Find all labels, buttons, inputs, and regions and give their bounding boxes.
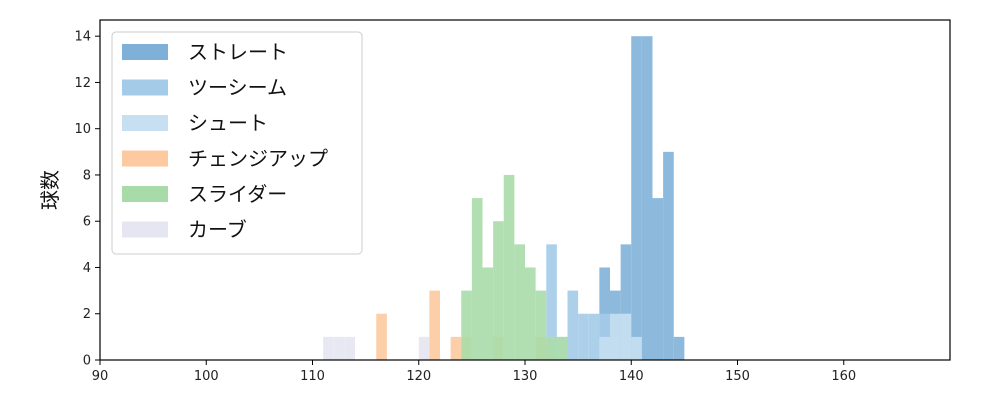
x-tick-label: 100 [194, 369, 219, 384]
legend-label: シュート [188, 111, 268, 135]
bar-3-5 [610, 313, 621, 360]
bar-4-1 [376, 313, 387, 360]
legend-swatch [122, 79, 168, 96]
y-tick-label: 2 [83, 307, 91, 322]
legend-swatch [122, 115, 168, 131]
legend-label: スライダー [188, 182, 287, 206]
y-tick-label: 8 [83, 168, 91, 183]
bar-1-7 [663, 151, 674, 360]
legend-swatch [122, 44, 168, 60]
bar-6-2 [333, 336, 345, 360]
x-tick-label: 150 [725, 369, 750, 384]
bar-1-4 [631, 36, 642, 360]
bars-layer [323, 36, 685, 360]
x-axis: 90 100 110 120 130 140 150 160 [92, 360, 856, 384]
x-tick-label: 90 [92, 369, 109, 384]
bar-6-3 [344, 336, 355, 360]
legend-label: ストレート [188, 40, 288, 64]
legend-label: チェンジアップ [188, 147, 328, 171]
y-tick-label: 10 [74, 122, 91, 137]
legend-box [111, 31, 363, 255]
bar-2-1 [546, 244, 557, 360]
bar-5-10 [556, 336, 568, 360]
y-tick-label: 4 [83, 261, 91, 276]
y-tick-label: 12 [74, 76, 91, 91]
y-axis-label: 球数 [38, 170, 62, 210]
bar-3-4 [599, 336, 610, 360]
y-axis: 0 2 4 6 8 10 12 14 [74, 30, 100, 369]
bar-5-4 [493, 221, 504, 360]
bar-5-2 [471, 198, 483, 360]
bar-2-4 [588, 313, 600, 360]
legend-swatch [122, 186, 168, 202]
bar-1-8 [673, 336, 685, 360]
bar-4-3 [450, 336, 462, 360]
bar-4-2 [429, 290, 440, 360]
bar-6-1 [323, 336, 334, 360]
bar-1-3 [620, 244, 632, 360]
legend-swatch [122, 150, 168, 167]
bar-2-2 [567, 290, 579, 360]
bar-5-3 [482, 267, 494, 360]
bar-3-6 [620, 313, 632, 360]
bar-1-6 [652, 198, 664, 360]
bar-5-1 [461, 290, 472, 360]
legend-label: ツーシーム [188, 76, 287, 100]
x-tick-label: 130 [513, 369, 538, 384]
x-tick-label: 120 [406, 369, 431, 384]
bar-2-5 [599, 313, 610, 360]
bar-5-8 [535, 290, 547, 360]
bar-1-5 [641, 36, 653, 360]
bar-5-7 [525, 267, 536, 360]
bar-2-3 [578, 313, 589, 360]
x-tick-label: 110 [300, 369, 325, 384]
legend-swatch [122, 221, 168, 238]
bar-3-7 [631, 336, 642, 360]
bar-5-9 [546, 336, 557, 360]
x-tick-label: 140 [619, 369, 644, 384]
bar-5-6 [514, 244, 525, 360]
legend-label: カーブ [188, 218, 247, 242]
y-tick-label: 0 [83, 354, 91, 369]
x-tick-label: 160 [831, 369, 856, 384]
bar-5-5 [503, 174, 515, 360]
bar-6-4 [418, 336, 430, 360]
y-tick-label: 6 [83, 215, 91, 230]
y-tick-label: 14 [74, 30, 91, 45]
